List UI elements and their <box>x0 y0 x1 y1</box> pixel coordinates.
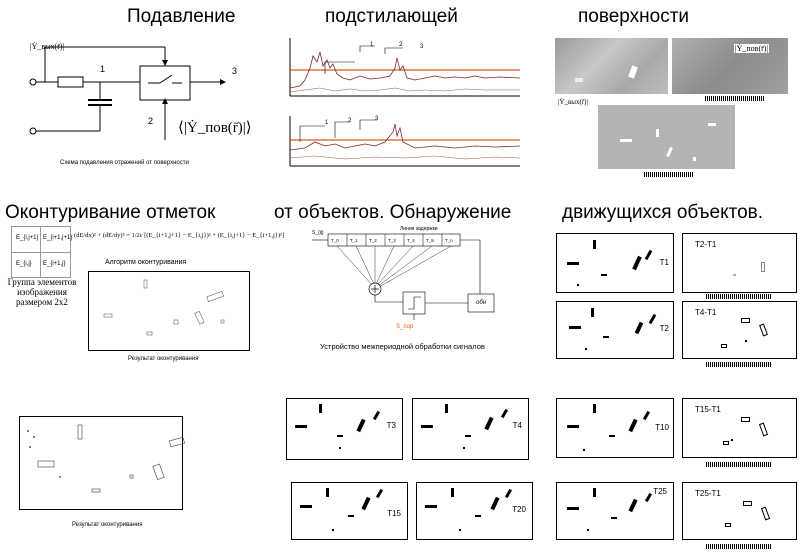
tap-t0: T_0 <box>331 238 339 243</box>
processor-schematic <box>312 233 495 320</box>
frame-t15-t1: T15-T1 <box>682 398 797 458</box>
threshold-label: S_пор <box>396 324 414 330</box>
tap-t4: T_4 <box>407 238 415 243</box>
circuit-node-3: 3 <box>232 66 238 76</box>
frame-t2-label: T2 <box>659 324 669 333</box>
frame-t25-t1-label: T25-T1 <box>695 489 721 498</box>
frame-t10-label: T10 <box>655 423 669 432</box>
radar-image-suppressed <box>598 105 735 169</box>
title-suppression: Подавление <box>127 6 236 27</box>
title-underlying: подстилающей <box>325 6 458 27</box>
title-moving: движущихся объектов. <box>562 202 764 223</box>
frame-t10: T10 <box>556 398 674 458</box>
frame-t2: T2 <box>556 301 674 359</box>
cell-e-i1j: E_{i+1,j} <box>43 261 66 267</box>
radar-image-surface: |Ẏ_пов(r̄)| <box>672 38 788 94</box>
frame-t25-label: T25 <box>653 487 667 496</box>
surface-image-label: |Ẏ_пов(r̄)| <box>734 44 770 53</box>
frame-t1-label: T1 <box>659 258 669 267</box>
tap-t3: T_3 <box>388 238 396 243</box>
circuit-node-2: 2 <box>148 116 154 126</box>
frame-t20: T20 <box>416 482 533 540</box>
marker-bottom-2: 2 <box>348 118 352 124</box>
surface-label: ⟨|Ẏ_пов(r̄)|⟩ <box>178 120 252 136</box>
frame-t15-t1-label: T15-T1 <box>695 405 721 414</box>
frame-t15: T15 <box>291 482 408 540</box>
frame-t20-label: T20 <box>512 505 526 514</box>
input-signal-label: S_{ij} <box>312 230 324 236</box>
contour-result-2 <box>19 416 185 510</box>
frame-t2-t1-label: T2-T1 <box>695 240 717 249</box>
frame-t3-label: T3 <box>386 421 396 430</box>
title-contour: Оконтуривание отметок <box>5 202 216 223</box>
contour-shapes-2 <box>27 424 185 493</box>
hatch-t4-t1 <box>706 362 772 367</box>
circuit-caption: Схема подавления отражений от поверхност… <box>60 160 189 166</box>
title-surface: поверхности <box>578 6 690 27</box>
radar-image-raw <box>555 38 668 94</box>
circuit-schematic <box>29 46 226 140</box>
processor-caption: Устройство межпериодной обработки сигнал… <box>320 342 485 351</box>
frame-t1: T1 <box>556 233 674 293</box>
cell-e-ij: E_{i,j} <box>16 261 32 267</box>
tap-t5: T_5 <box>426 238 434 243</box>
contour-result-1 <box>88 271 250 351</box>
hatch-t2-t1 <box>706 294 772 299</box>
hatch-surface <box>705 96 765 101</box>
delay-line-label: Линия задержки <box>400 226 438 232</box>
hatch-t15-t1 <box>706 462 772 467</box>
group-label: Группа элементов изображения размером 2х… <box>7 277 77 307</box>
contour-caption-1: Результат оконтуривания <box>128 356 199 362</box>
hatch-suppressed <box>644 172 694 177</box>
gradient-formula: (dE/dx)² + (dE/dy)² = 1/2ε [(E_{i+1,j+1}… <box>74 232 285 239</box>
marker-top-1: 1 <box>370 42 374 48</box>
pixel-group-grid: E_{i,j+1} E_{i+1,j+1} E_{i,j} E_{i+1,j} <box>11 226 73 278</box>
contour-caption-2: Результат оконтуривания <box>72 522 143 528</box>
circuit-node-1: 1 <box>100 64 106 74</box>
tap-t1: T_1 <box>350 238 358 243</box>
tap-t2: T_2 <box>369 238 377 243</box>
frame-t25: T25 <box>556 482 674 540</box>
hatch-t25-t1 <box>706 544 772 549</box>
title-detection: от объектов. Обнаружение <box>274 202 512 223</box>
tap-tn: T_n <box>445 238 453 243</box>
marker-top-3: 3 <box>420 44 424 50</box>
contour-shapes-1 <box>103 279 225 336</box>
frame-t4: T4 <box>412 398 529 460</box>
algorithm-label: Алгоритм оконтуривания <box>105 259 187 266</box>
frame-t15-label: T15 <box>387 509 401 518</box>
cell-e-i1j1: E_{i+1,j+1} <box>43 235 73 241</box>
marker-bottom-1: 1 <box>325 120 329 126</box>
frame-t3: T3 <box>286 398 403 460</box>
marker-bottom-3: 3 <box>375 116 379 122</box>
detection-output-label: обн <box>476 300 487 306</box>
frame-t4-label: T4 <box>512 421 522 430</box>
frame-t4-t1: T4-T1 <box>682 301 797 359</box>
signal-plots <box>289 38 521 167</box>
frame-t4-t1-label: T4-T1 <box>695 308 717 317</box>
frame-t25-t1: T25-T1 <box>682 482 797 540</box>
cell-e-ij1: E_{i,j+1} <box>16 235 39 241</box>
output-image-label: |Ẏ_вых(r̄)| <box>558 98 588 106</box>
marker-top-2: 2 <box>399 42 403 48</box>
frame-t2-t1: T2-T1 <box>682 233 797 293</box>
